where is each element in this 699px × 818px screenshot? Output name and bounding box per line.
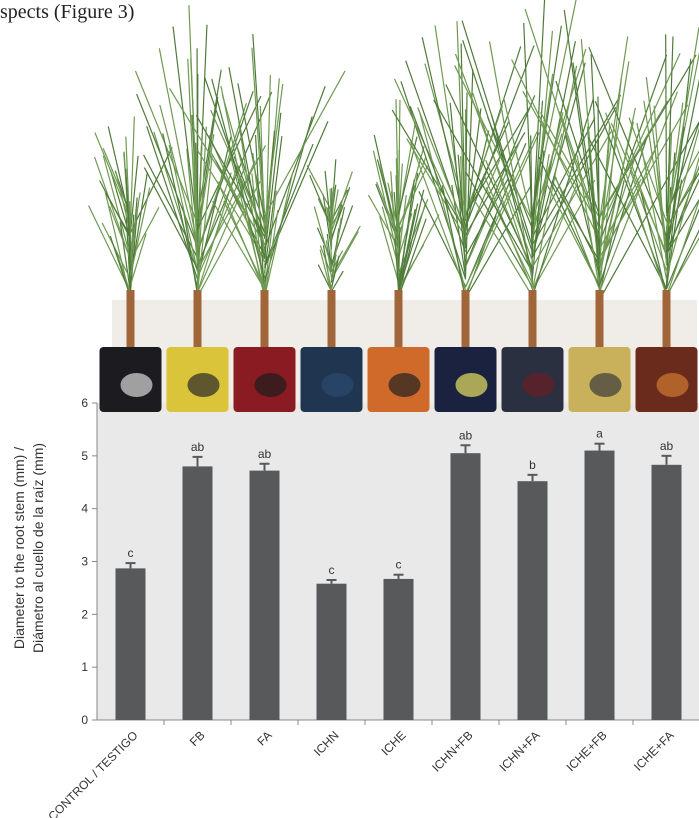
pot-stain: [523, 373, 555, 397]
bar: [518, 481, 548, 720]
stem: [529, 290, 537, 350]
significance-letter: ab: [660, 439, 674, 453]
significance-letter: c: [329, 563, 335, 577]
x-tick-label: ICHE: [378, 728, 408, 758]
pot-stain: [188, 373, 220, 397]
x-tick-label: ICHN+FB: [429, 728, 475, 774]
y-tick-label: 0: [81, 713, 88, 727]
bar: [384, 579, 414, 720]
plant-photo: [89, 0, 699, 412]
stem: [194, 290, 202, 350]
x-tick-label: FB: [187, 728, 208, 749]
x-tick-label: ICHN+FA: [497, 728, 543, 774]
pot-stain: [255, 373, 287, 397]
y-axis-label: Diameter to the root stem (mm) /: [11, 447, 27, 649]
x-tick-label: ICHE+FB: [564, 728, 610, 774]
stem: [663, 290, 671, 350]
stem: [127, 290, 135, 350]
x-tick-label: FA: [254, 728, 274, 748]
needle: [666, 34, 667, 213]
x-tick-label: CONTROL / TESTIGO: [45, 728, 140, 818]
pot-stain: [322, 373, 354, 397]
needle: [533, 26, 562, 217]
bar: [652, 465, 682, 720]
stem: [261, 290, 269, 350]
y-tick-label: 1: [81, 660, 88, 674]
y-axis-label: Diámetro al cuello de la raíz (mm): [30, 443, 46, 653]
stem: [596, 290, 604, 350]
x-tick-label: ICHN: [311, 728, 342, 759]
y-tick-label: 2: [81, 607, 88, 621]
chart: spects (Figure 3) 0 1 2 3 4 5 6 Diameter to the…: [0, 0, 699, 818]
y-tick-label: 6: [81, 396, 88, 410]
bar: [250, 471, 280, 720]
significance-letter: c: [396, 558, 402, 572]
stem: [395, 290, 403, 350]
intro-text: spects (Figure 3): [0, 1, 134, 23]
pot-stain: [121, 373, 153, 397]
bar: [183, 466, 213, 720]
pot-stain: [389, 373, 421, 397]
significance-letter: ab: [459, 428, 473, 442]
significance-letter: a: [596, 427, 603, 441]
significance-letter: c: [128, 546, 134, 560]
page: {"intro_text": "spects (Figure 3)", "cha…: [0, 0, 699, 818]
pot-stain: [456, 373, 488, 397]
y-tick-label: 3: [81, 555, 88, 569]
needle: [600, 55, 667, 244]
y-tick-label: 5: [81, 449, 88, 463]
significance-letter: b: [529, 458, 536, 472]
stem: [328, 290, 336, 350]
pot-stain: [657, 373, 689, 397]
needle: [265, 86, 326, 248]
bar: [317, 584, 347, 720]
x-tick-label: ICHE+FA: [631, 728, 677, 774]
stem: [462, 290, 470, 350]
needle: [160, 105, 198, 249]
bar: [451, 453, 481, 720]
significance-letter: ab: [258, 447, 272, 461]
significance-letter: ab: [191, 440, 205, 454]
bar: [116, 568, 146, 720]
y-tick-label: 4: [81, 502, 88, 516]
pot-stain: [590, 373, 622, 397]
bar: [585, 451, 615, 720]
